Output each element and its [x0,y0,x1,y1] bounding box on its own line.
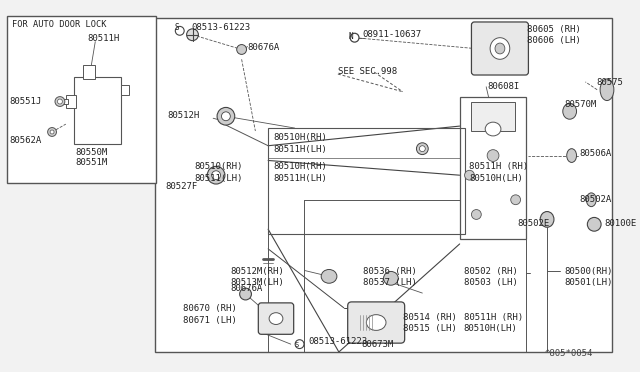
Bar [155,18,612,352]
Text: 80537 (LH): 80537 (LH) [364,278,417,287]
Text: 80551M: 80551M [76,157,108,167]
Text: N: N [348,32,353,41]
Text: 80511H(LH): 80511H(LH) [273,174,327,183]
Ellipse shape [490,38,509,59]
Ellipse shape [600,79,614,100]
Ellipse shape [588,217,601,231]
Bar [66,94,76,108]
Ellipse shape [269,313,283,324]
Text: 80511H (RH): 80511H (RH) [463,313,523,322]
Ellipse shape [465,170,474,180]
Text: 80510(RH): 80510(RH) [195,163,243,171]
Ellipse shape [187,29,198,41]
Bar [74,77,121,144]
Ellipse shape [47,128,56,137]
Ellipse shape [295,340,304,349]
Text: 80605 (RH): 80605 (RH) [527,25,581,34]
Text: 80512H: 80512H [167,111,199,121]
Text: 08513-61223: 08513-61223 [308,337,367,346]
Ellipse shape [366,315,386,330]
Text: 80500(RH): 80500(RH) [564,267,613,276]
Text: 80575: 80575 [596,78,623,87]
Text: 80515 (LH): 80515 (LH) [403,324,456,333]
Text: 80671 (LH): 80671 (LH) [182,316,236,325]
Text: 80511H: 80511H [88,34,120,43]
Text: 80676A: 80676A [248,43,280,52]
Text: 80606 (LH): 80606 (LH) [527,36,581,45]
Ellipse shape [212,171,221,180]
FancyBboxPatch shape [472,22,529,75]
Text: 80676A: 80676A [231,284,263,293]
Text: 80510H(LH): 80510H(LH) [463,324,517,333]
Text: 80514 (RH): 80514 (RH) [403,313,456,322]
Ellipse shape [217,108,235,125]
Text: ^805*0054: ^805*0054 [545,349,593,358]
FancyBboxPatch shape [348,302,404,343]
Text: 80511(LH): 80511(LH) [195,174,243,183]
Text: 80551J: 80551J [10,97,42,106]
Text: 80608I: 80608I [487,82,520,91]
Text: 08513-61223: 08513-61223 [191,23,251,32]
Ellipse shape [511,195,520,205]
Text: 80513M(LH): 80513M(LH) [231,278,285,287]
Bar [460,97,527,239]
Ellipse shape [417,143,428,155]
Text: 80510H(RH): 80510H(RH) [273,133,327,142]
Ellipse shape [487,150,499,161]
Ellipse shape [419,146,426,152]
Ellipse shape [221,112,230,121]
Bar [7,16,156,183]
Ellipse shape [472,209,481,219]
Text: 80673M: 80673M [362,340,394,349]
Text: 80536 (RH): 80536 (RH) [364,267,417,276]
Text: 80510H(LH): 80510H(LH) [470,174,524,183]
Text: 80511H (RH): 80511H (RH) [470,163,529,171]
Text: 80100E: 80100E [604,219,636,228]
Ellipse shape [350,33,359,42]
Bar [62,99,68,105]
FancyBboxPatch shape [259,303,294,334]
Text: 80503 (LH): 80503 (LH) [463,278,517,287]
Bar [472,102,515,131]
Ellipse shape [485,122,501,136]
Ellipse shape [540,212,554,227]
Text: S: S [294,342,299,348]
Text: 80502E: 80502E [518,219,550,228]
Ellipse shape [495,43,505,54]
Text: 08911-10637: 08911-10637 [362,30,422,39]
Bar [121,85,129,94]
Text: 80506A: 80506A [579,149,612,158]
Ellipse shape [237,45,246,54]
Text: S: S [175,23,179,32]
Ellipse shape [567,149,577,163]
Text: 80510H(RH): 80510H(RH) [273,163,327,171]
Ellipse shape [383,272,398,285]
Text: SEE SEC.998: SEE SEC.998 [338,67,397,76]
Ellipse shape [55,97,65,106]
Ellipse shape [50,130,54,134]
Ellipse shape [239,288,252,300]
Text: 80511H(LH): 80511H(LH) [273,145,327,154]
Ellipse shape [58,99,62,104]
Text: 80562A: 80562A [10,136,42,145]
Ellipse shape [586,193,596,206]
Text: 80570M: 80570M [564,100,597,109]
Ellipse shape [563,103,577,119]
Text: 80670 (RH): 80670 (RH) [182,304,236,313]
Text: 80502A: 80502A [579,195,612,204]
Ellipse shape [175,26,184,35]
Text: FOR AUTO DOOR LOCK: FOR AUTO DOOR LOCK [12,20,106,29]
Bar [83,65,95,79]
Text: 80502 (RH): 80502 (RH) [463,267,517,276]
Text: 80527F: 80527F [165,182,197,191]
Text: 80550M: 80550M [76,148,108,157]
Ellipse shape [207,166,225,184]
Bar [268,128,465,234]
Ellipse shape [321,269,337,283]
Text: 80501(LH): 80501(LH) [564,278,613,287]
Text: 80512M(RH): 80512M(RH) [231,267,285,276]
